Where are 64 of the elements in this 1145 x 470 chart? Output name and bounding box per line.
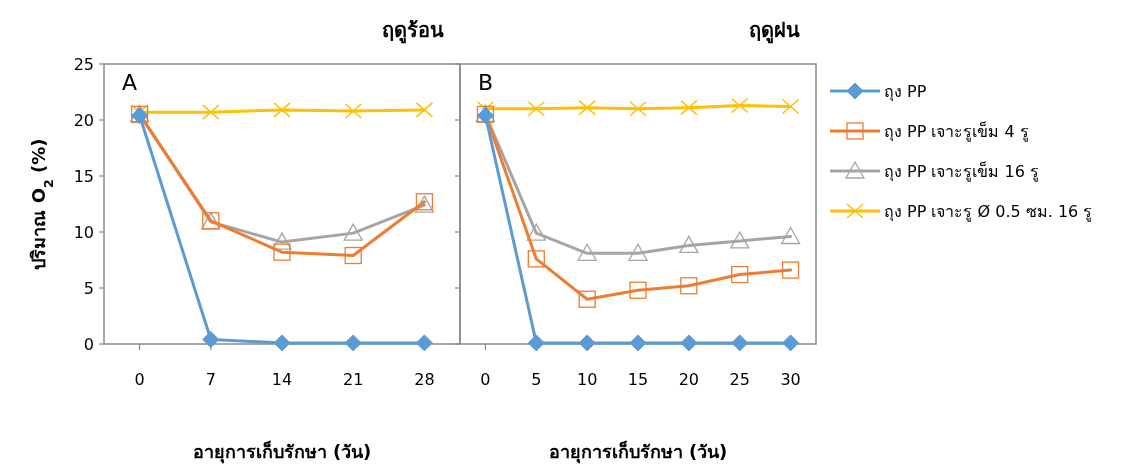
x-tick-label: 7	[205, 370, 216, 389]
x-tick-label: 28	[414, 370, 435, 389]
point	[578, 334, 596, 352]
point	[731, 265, 749, 284]
point	[780, 226, 801, 245]
point	[526, 223, 546, 241]
annotation: A	[122, 70, 138, 95]
point	[273, 243, 291, 261]
y-tick-label: 5	[83, 279, 94, 298]
point	[782, 334, 800, 352]
point	[730, 97, 749, 114]
point	[344, 246, 362, 265]
x-tick-label: 15	[627, 370, 649, 389]
y-tick-label: 0	[83, 335, 94, 354]
point	[578, 99, 596, 116]
y-tick-label: 20	[73, 111, 94, 130]
legend-label: ถุง PP เจาะรูเข็ม 4 รู	[884, 121, 1029, 142]
x-tick-label: 0	[480, 370, 491, 389]
legend-label: ถุง PP	[884, 82, 927, 102]
point	[272, 232, 292, 250]
legend-label: ถุง PP เจาะรู Ø 0.5 ซม. 16 รู	[884, 202, 1093, 222]
point	[527, 334, 545, 352]
point	[680, 334, 698, 352]
chart-title: ฤดูฝน	[749, 18, 800, 44]
point	[781, 98, 800, 115]
point	[527, 250, 545, 268]
point	[344, 334, 362, 352]
y-tick-label: 10	[73, 223, 94, 242]
y-tick-label: 15	[73, 167, 94, 186]
point	[781, 261, 800, 279]
point	[273, 102, 291, 118]
chart-title: ฤดูร้อน	[382, 18, 444, 44]
x-axis-title: อายุการเก็บรักษา (วัน)	[192, 440, 372, 464]
x-tick-label: 21	[343, 370, 364, 389]
point	[680, 99, 698, 116]
point	[628, 243, 648, 261]
point	[415, 102, 434, 118]
point	[415, 334, 433, 352]
point	[202, 104, 220, 120]
point	[344, 103, 362, 119]
point	[629, 101, 647, 117]
point	[202, 331, 220, 349]
y-tick-label: 25	[73, 55, 94, 74]
point	[731, 334, 749, 352]
x-tick-label: 0	[134, 370, 145, 389]
x-tick-label: 5	[531, 370, 542, 389]
point	[578, 290, 596, 308]
point	[343, 223, 363, 241]
point	[527, 101, 546, 117]
point	[577, 243, 597, 261]
x-tick-label: 20	[678, 370, 700, 389]
point	[273, 334, 291, 352]
point	[730, 231, 750, 249]
point	[679, 235, 699, 254]
point	[629, 281, 647, 299]
point	[680, 277, 698, 295]
x-tick-label: 30	[780, 370, 801, 389]
x-tick-label: 14	[271, 370, 293, 389]
x-tick-label: 25	[729, 370, 750, 389]
point	[629, 334, 647, 352]
x-tick-label: 10	[576, 370, 598, 389]
x-axis-title: อายุการเก็บรักษา (วัน)	[548, 440, 728, 464]
annotation: B	[478, 70, 494, 95]
legend-label: ถุง PP เจาะรูเข็ม 16 รู	[884, 161, 1039, 182]
